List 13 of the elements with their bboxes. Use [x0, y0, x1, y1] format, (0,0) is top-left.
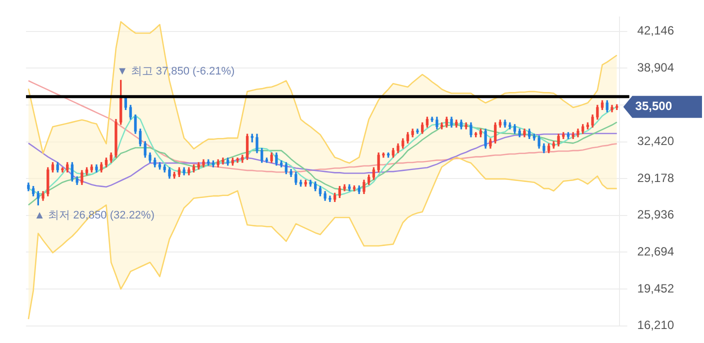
candlestick [430, 116, 434, 122]
y-tick-label: 16,210 [637, 318, 674, 332]
y-tick-label: 25,936 [637, 208, 674, 222]
y-tick-label: 42,146 [637, 24, 674, 38]
y-tick-label: 38,904 [637, 60, 674, 75]
candlestick [416, 128, 419, 134]
y-tick-label: 19,452 [637, 281, 674, 296]
candlestick [236, 158, 239, 163]
y-tick-label: 32,420 [637, 134, 674, 148]
y-tick-label: 22,694 [637, 244, 674, 259]
text: 35,500 [635, 99, 672, 114]
candlestick [328, 196, 332, 202]
y-tick-label: 29,178 [637, 170, 674, 185]
